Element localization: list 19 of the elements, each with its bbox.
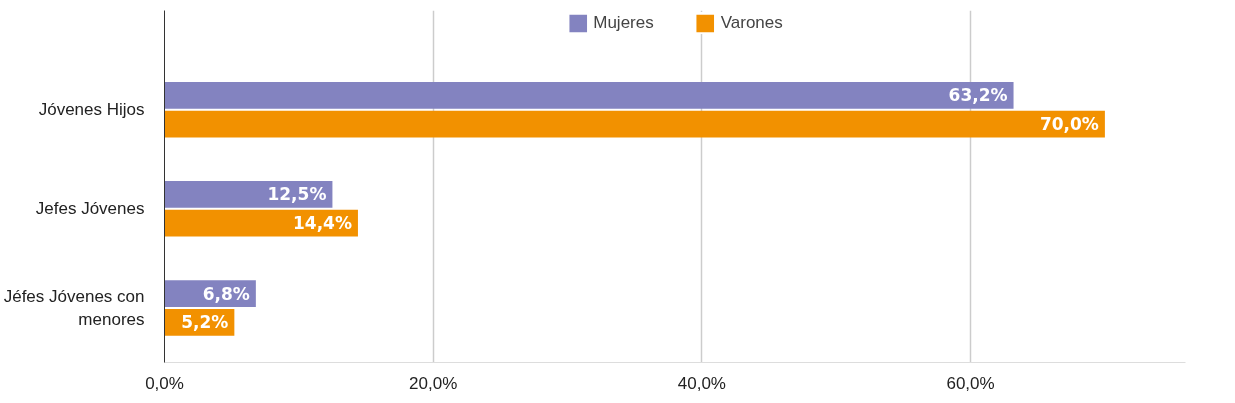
y-tick-label: Jóvenes Hijos — [38, 100, 145, 120]
x-tick-label: 20,0% — [409, 373, 458, 393]
data-label: 70,0% — [1039, 114, 1099, 135]
x-tick-label: 40,0% — [677, 373, 726, 393]
x-tick-label: 60,0% — [946, 373, 995, 393]
bar — [164, 81, 1014, 109]
y-tick-label: Jéfes Jóvenes con menores — [3, 287, 145, 329]
data-label: 12,5% — [267, 184, 327, 205]
legend-label: Varones — [720, 13, 783, 33]
bar — [164, 110, 1105, 138]
data-label: 63,2% — [948, 85, 1008, 106]
bar — [164, 181, 333, 208]
x-tick-label: 0,0% — [145, 373, 184, 393]
y-tick-label: Jefes Jóvenes — [35, 199, 145, 219]
legend-label: Mujeres — [593, 13, 654, 33]
data-label: 6,8% — [202, 283, 250, 304]
data-label: 5,2% — [181, 312, 229, 333]
bar — [164, 209, 358, 237]
data-label: 14,4% — [292, 213, 352, 234]
